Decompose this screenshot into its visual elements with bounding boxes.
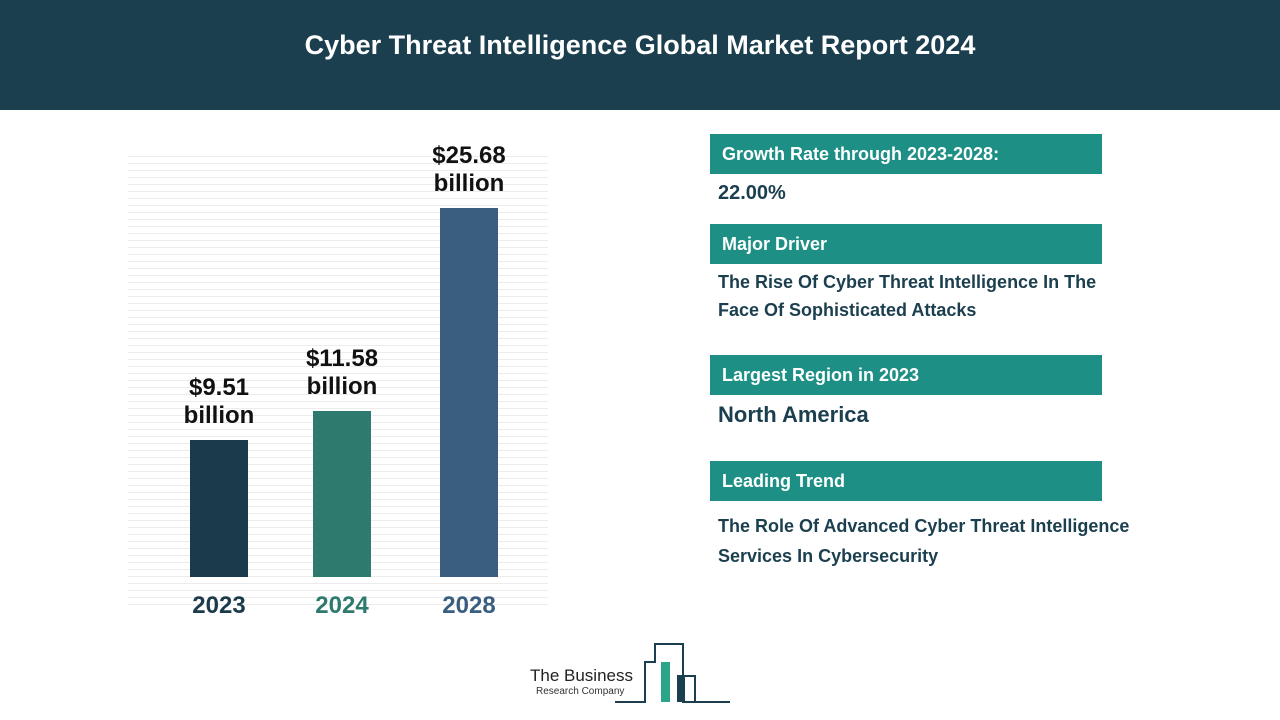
panel-heading: Growth Rate through 2023-2028: <box>710 134 1102 174</box>
panel-heading: Largest Region in 2023 <box>710 355 1102 395</box>
panel-body: 22.00% <box>718 182 786 204</box>
logo-name: The Business <box>530 666 633 685</box>
panel-heading: Major Driver <box>710 224 1102 264</box>
value-label: $11.58 billion <box>305 344 379 400</box>
panel-body: North America <box>718 402 869 427</box>
category-label: 2023 <box>192 592 246 619</box>
panel-body: The Rise Of Cyber Threat Intelligence In… <box>718 272 1097 320</box>
bar <box>190 440 248 577</box>
category-label: 2024 <box>315 592 369 619</box>
logo-icon <box>615 643 730 703</box>
bar <box>440 208 498 577</box>
panel-heading: Leading Trend <box>710 461 1102 501</box>
header: Cyber Threat Intelligence Global Market … <box>0 0 1280 110</box>
title: Cyber Threat Intelligence Global Market … <box>304 30 976 60</box>
logo-subname: Research Company <box>536 686 625 697</box>
category-label: 2028 <box>442 592 496 619</box>
bar <box>313 410 371 577</box>
value-label: $25.68 billion <box>432 142 506 197</box>
value-label: $9.51 billion <box>183 374 255 430</box>
panel-body: The Role Of Advanced Cyber Threat Intell… <box>718 516 1130 566</box>
